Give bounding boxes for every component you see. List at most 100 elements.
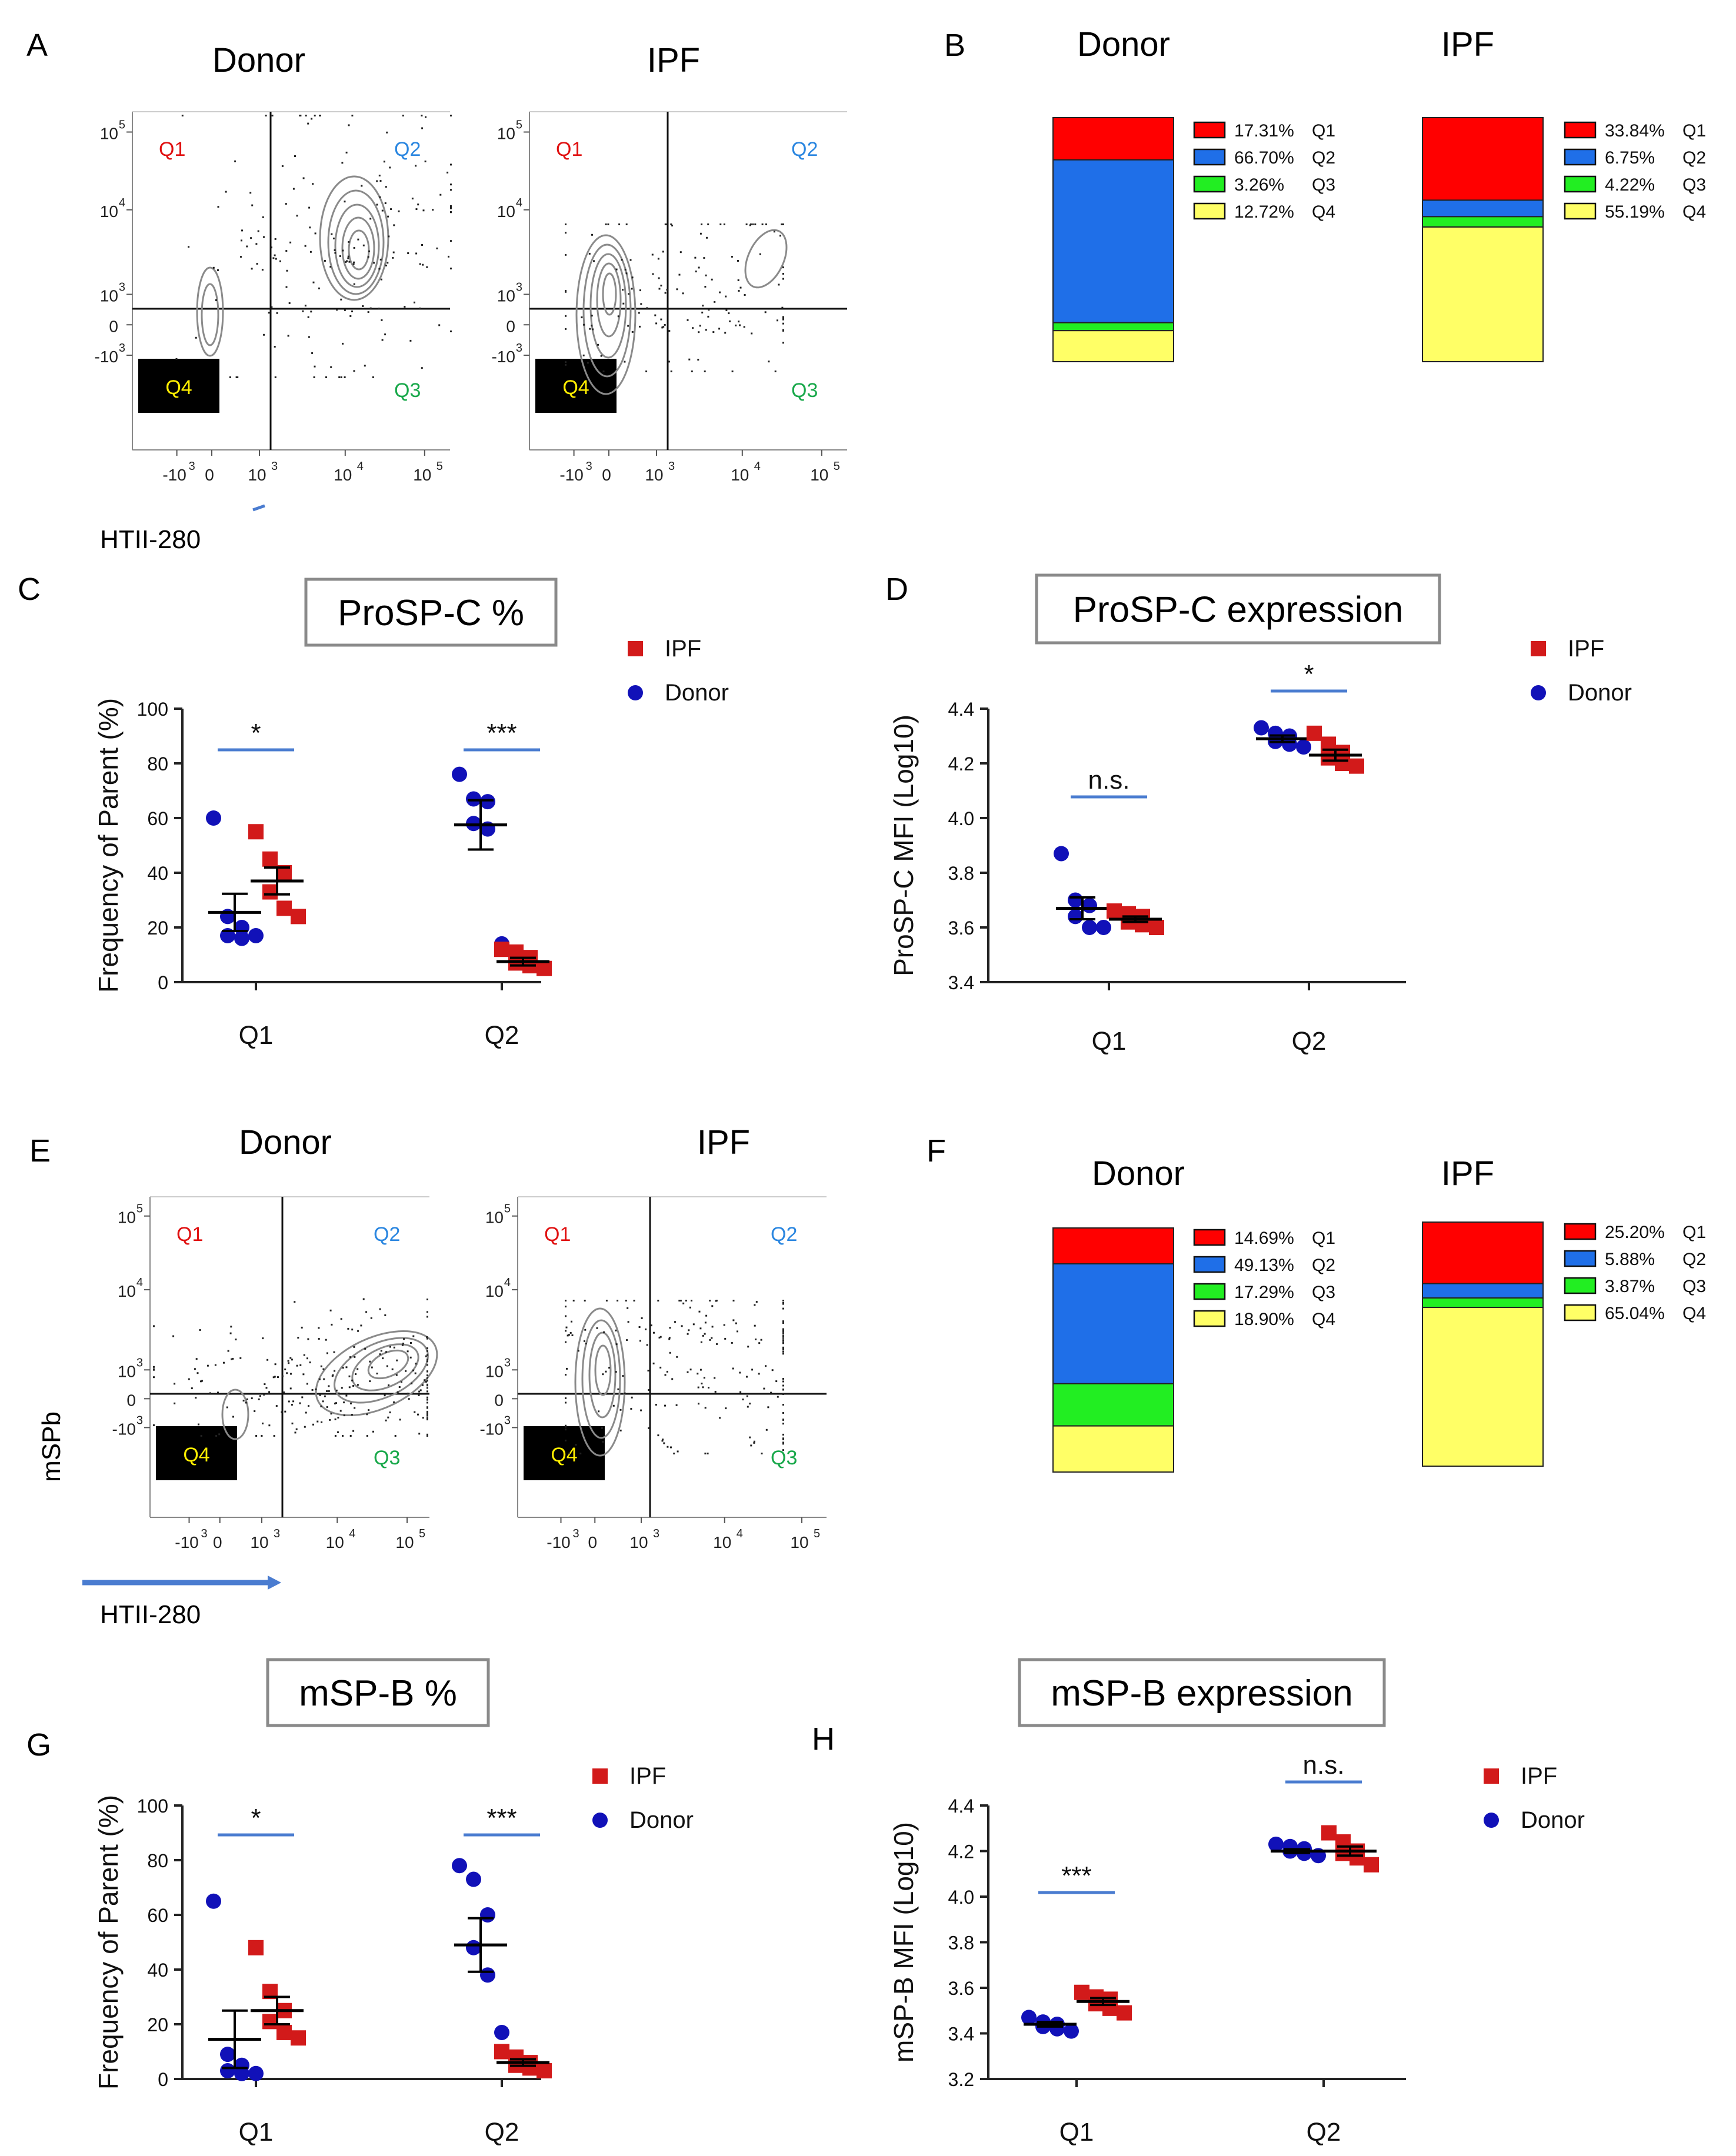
event-dot [312,183,314,185]
significance-label: n.s. [1088,766,1130,795]
event-dot [782,1449,784,1451]
event-dot [318,1327,320,1329]
legend-swatch [1193,1310,1226,1327]
event-dot [242,1400,245,1402]
event-dot [650,1324,652,1327]
panel-letter-e: E [29,1133,51,1169]
x-tick-label: 0 [602,466,611,484]
event-dot [372,376,374,378]
event-dot [709,1339,711,1341]
event-dot [320,1405,322,1407]
y-tick-label: 0 [158,972,168,993]
event-dot [641,1317,643,1319]
event-dot [565,1315,567,1317]
event-dot [782,318,784,321]
event-dot [326,1390,328,1392]
event-dot [565,1300,567,1301]
y-tick-label: 0 [506,317,515,335]
scatter-events [175,115,452,378]
event-dot [268,312,270,314]
event-dot [342,1435,344,1437]
event-dot [682,1302,685,1304]
stack-title: IPF [1441,1154,1494,1193]
event-dot [274,376,276,378]
y-tick-label: 3.6 [948,1978,974,1999]
event-dot [705,329,707,331]
event-dot [353,370,355,372]
event-dot [274,1376,276,1378]
event-dot [711,1337,713,1339]
event-dot [647,1370,649,1371]
event-dot [691,371,693,372]
event-dot [330,1413,332,1415]
event-dot [301,1326,303,1329]
flow-title: Donor [239,1123,332,1162]
quadrant-label-q2: Q2 [791,138,818,161]
legend-value: 49.13% [1234,1256,1294,1275]
data-point-ipf [262,851,278,867]
event-dot [385,186,387,188]
y-tick-label: 60 [147,1905,168,1926]
event-dot [565,1341,567,1343]
event-dot [249,192,252,194]
event-dot [664,292,667,294]
event-dot [698,1403,699,1405]
event-dot [406,1393,409,1394]
event-dot [619,1409,622,1411]
legend-marker-donor [1531,685,1546,700]
x-tick-exponent: 4 [754,460,761,473]
data-point-donor [1082,897,1097,913]
event-dot [319,1394,321,1396]
x-tick-label: 10 [413,466,431,484]
event-dot [236,376,239,378]
event-dot [394,1435,396,1437]
event-dot [195,1358,198,1360]
event-dot [638,312,640,314]
y-tick-exponent: 3 [516,342,522,355]
event-dot [322,1368,325,1370]
event-dot [663,1442,665,1444]
legend-value: 55.19% [1605,202,1665,222]
event-dot [622,289,624,291]
chart-title: mSP-B % [299,1673,457,1714]
event-dot [752,223,754,225]
event-dot [565,223,567,225]
event-dot [311,118,313,120]
data-point-ipf [248,1940,264,1955]
event-dot [565,253,567,256]
event-dot [212,266,215,269]
contour-cluster [221,1330,438,1440]
event-dot [386,262,389,264]
event-dot [714,1391,717,1393]
event-dot [378,308,380,310]
event-dot [304,1426,306,1428]
event-dot [217,1391,219,1394]
x-tick-exponent: 4 [349,1527,355,1540]
event-dot [311,1389,314,1391]
stack-segment-q2 [1052,159,1174,323]
x-axis-arrowhead [268,1576,281,1590]
event-dot [309,1361,311,1364]
event-dot [291,1404,293,1406]
event-dot [401,1381,402,1383]
event-dot [782,1337,784,1339]
event-dot [651,253,654,256]
event-dot [587,362,589,364]
event-dot [432,209,434,211]
event-dot [703,257,705,259]
event-dot [415,252,418,255]
stack-segment-q4 [1052,330,1174,363]
event-dot [239,1357,242,1359]
event-dot [421,244,423,246]
event-dot [290,1373,292,1375]
event-dot [565,232,567,234]
event-dot [381,319,383,321]
event-dot [386,131,388,134]
event-dot [715,1300,718,1301]
event-dot [679,1300,682,1301]
legend-value: 14.69% [1234,1229,1294,1248]
event-dot [426,266,428,268]
event-dot [378,175,381,176]
